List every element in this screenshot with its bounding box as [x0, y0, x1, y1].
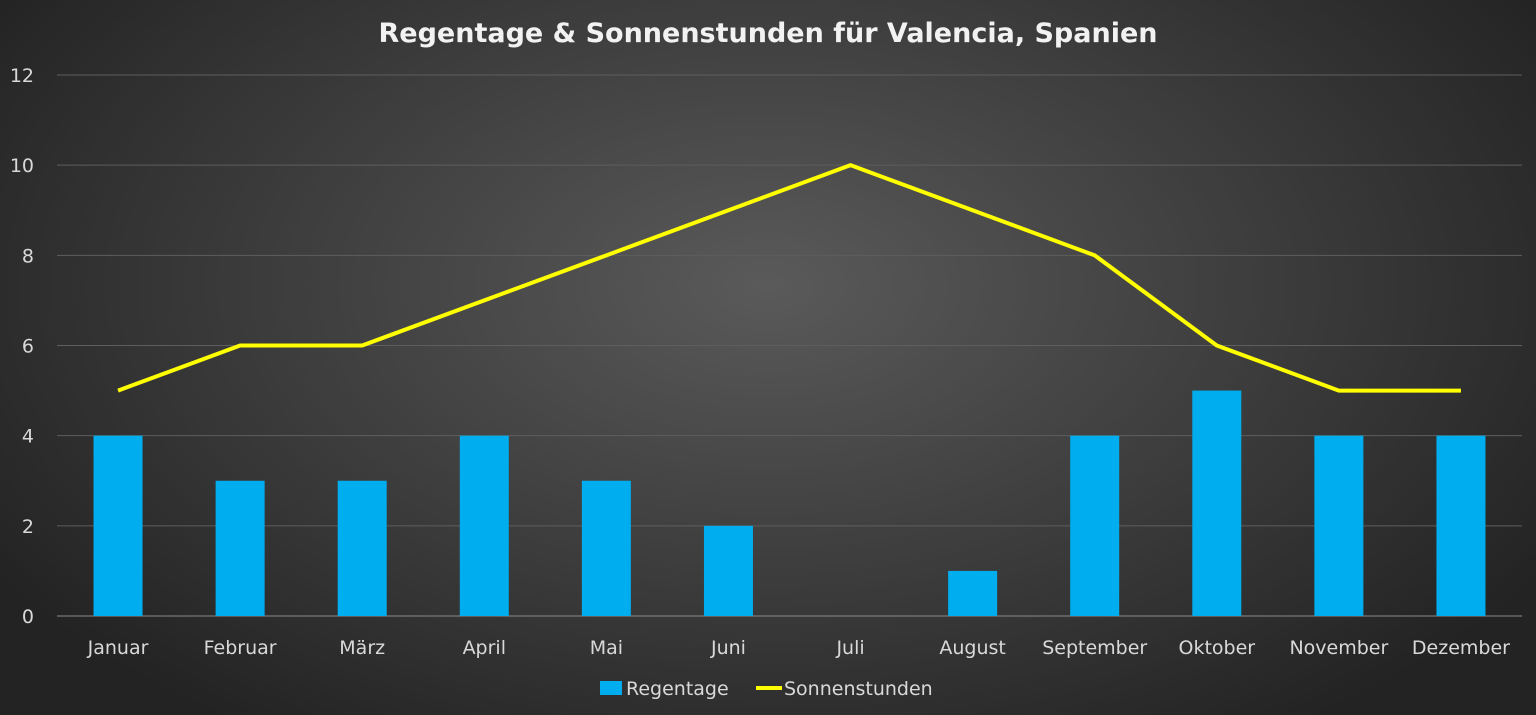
x-tick-label: März [339, 637, 385, 659]
x-tick-label: August [939, 637, 1006, 659]
line-sonnenstunden [117, 163, 1461, 393]
x-tick-label: Juni [710, 637, 746, 659]
bar-mai [581, 480, 631, 616]
x-tick-label: Dezember [1412, 637, 1510, 659]
bar-november [1314, 435, 1364, 616]
bar-februar [215, 480, 265, 616]
x-tick-label: Januar [87, 637, 149, 659]
x-tick-label: November [1289, 637, 1388, 659]
y-tick-label: 2 [22, 516, 34, 538]
y-tick-label: 12 [10, 65, 34, 87]
bar-august [948, 570, 998, 616]
legend: Regentage Sonnenstunden [600, 678, 933, 700]
x-tick-label: April [463, 637, 506, 659]
y-tick-label: 0 [22, 606, 34, 628]
bar-dezember [1436, 435, 1486, 616]
legend-label-sonnenstunden: Sonnenstunden [784, 678, 933, 700]
bar-april [459, 435, 509, 616]
x-tick-label: Mai [590, 637, 623, 659]
x-tick-label: Juli [835, 637, 864, 659]
bar-märz [337, 480, 387, 616]
x-tick-label: Februar [204, 637, 277, 659]
y-tick-label: 10 [10, 155, 34, 177]
legend-swatch-regentage [600, 681, 622, 695]
x-tick-label: Oktober [1178, 637, 1255, 659]
chart-title: Regentage & Sonnenstunden für Valencia, … [379, 18, 1158, 49]
y-tick-label: 4 [22, 426, 34, 448]
y-tick-label: 6 [22, 336, 34, 358]
bar-juni [703, 525, 753, 616]
bar-oktober [1192, 390, 1242, 616]
x-tick-label: September [1042, 637, 1147, 659]
bar-september [1070, 435, 1120, 616]
bar-januar [93, 435, 143, 616]
legend-label-regentage: Regentage [626, 678, 729, 700]
y-tick-label: 8 [22, 245, 34, 267]
